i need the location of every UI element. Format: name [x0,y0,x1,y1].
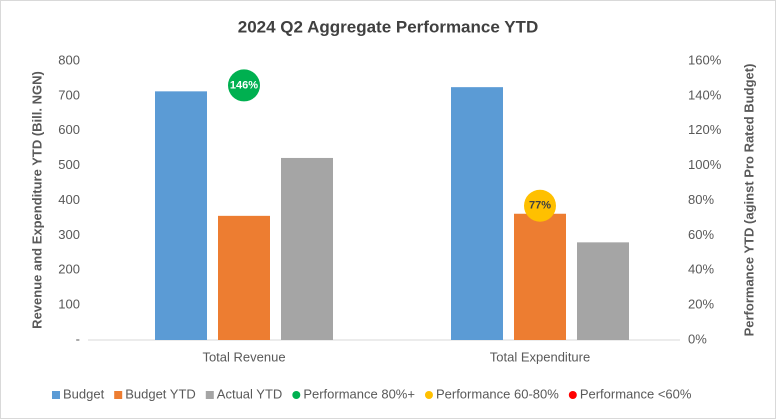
data-label: 146% [230,79,258,91]
legend-swatch [292,391,301,399]
x-tick-label: Total Expenditure [490,349,590,364]
y-tick-label: 300 [58,227,80,242]
bar [451,87,503,340]
legend-swatch [205,391,214,399]
bar [218,215,270,340]
y-tick-label: 100 [58,297,80,312]
legend-swatch [424,391,433,399]
legend-label: Performance 60-80% [436,386,559,401]
y2-tick-label: 120% [688,122,722,137]
data-label: 77% [529,200,551,212]
y2-tick-label: 100% [688,157,722,172]
x-tick-label: Total Revenue [202,349,285,364]
bar [577,242,629,340]
bar [155,91,207,340]
y2-tick-label: 140% [688,87,722,102]
y2-tick-label: 160% [688,52,722,67]
y-tick-label: 400 [58,192,80,207]
legend-swatch [568,391,577,399]
y-tick-label: 600 [58,122,80,137]
performance-marker [228,69,260,102]
y-axis-title: Revenue and Expenditure YTD (Bill. NGN) [29,71,44,329]
legend-label: Actual YTD [217,386,283,401]
y-tick-label: 800 [58,52,80,67]
performance-marker [524,189,556,222]
y2-axis-title: Performance YTD (aginst Pro Rated Budget… [741,64,756,337]
y2-tick-label: 60% [688,227,714,242]
bar [281,157,333,340]
y2-tick-label: 0% [688,331,707,346]
legend-swatch [52,391,60,399]
legend-swatch [114,391,123,399]
y2-tick-label: 40% [688,262,714,277]
y2-tick-label: 80% [688,192,714,207]
y-tick-label: 500 [58,157,80,172]
y2-tick-label: 20% [688,297,714,312]
y-tick-label: 700 [58,87,80,102]
y-tick-label: 200 [58,262,80,277]
legend-label: Budget [63,386,105,401]
bar [514,213,566,340]
legend-label: Performance <60% [580,386,692,401]
legend-label: Budget YTD [125,386,196,401]
y-tick-label: - [76,331,80,346]
chart-title: 2024 Q2 Aggregate Performance YTD [238,17,538,36]
legend-label: Performance 80%+ [303,386,415,401]
